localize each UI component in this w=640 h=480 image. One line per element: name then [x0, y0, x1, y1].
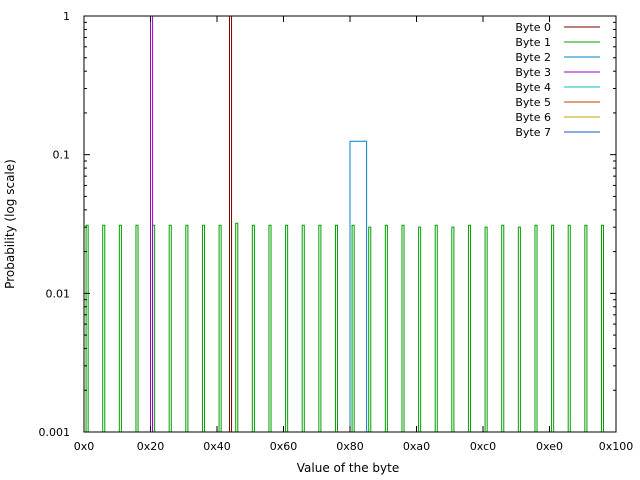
- series-1-mark-23: [467, 224, 472, 432]
- legend-label-3: Byte 3: [515, 66, 551, 79]
- series-1-mark-6: [185, 224, 189, 432]
- series-1-mark-8: [218, 224, 222, 432]
- series-1-mark-15: [334, 224, 339, 432]
- series-1-mark-9: [235, 222, 239, 432]
- x-axis-label: Value of the byte: [297, 461, 399, 475]
- series-1-mark-10: [251, 224, 255, 432]
- series-1-mark-12: [285, 224, 289, 432]
- y-tick-label-2: 0.1: [53, 149, 71, 162]
- series-3-mark-0: [150, 15, 154, 432]
- series-1-mark-14: [318, 224, 322, 432]
- series-1-mark-22: [451, 226, 455, 432]
- series-1-mark-29: [567, 224, 571, 432]
- x-tick-label-5: 0xa0: [403, 440, 430, 453]
- series-1-mark-25: [501, 224, 505, 432]
- series-1-mark-18: [384, 224, 388, 432]
- series-1-mark-7: [201, 224, 206, 432]
- series-1-mark-19: [401, 224, 405, 432]
- y-axis-label: Probability (log scale): [3, 159, 17, 289]
- series-1-mark-31: [600, 224, 605, 432]
- series-1-mark-26: [517, 226, 521, 432]
- x-tick-label-8: 0x100: [599, 440, 634, 453]
- legend-label-7: Byte 7: [515, 126, 551, 139]
- x-tick-label-2: 0x40: [203, 440, 231, 453]
- x-tick-label-6: 0xc0: [470, 440, 496, 453]
- series-2-mark-0: [349, 140, 368, 432]
- series-1-mark-30: [584, 224, 588, 432]
- y-tick-label-3: 1: [63, 10, 70, 23]
- series-0-mark-0: [228, 15, 233, 432]
- y-tick-label-0: 0.001: [39, 426, 71, 439]
- series-1-mark-0: [85, 224, 89, 432]
- plot-marks: [85, 15, 605, 432]
- series-1-mark-13: [301, 224, 305, 432]
- x-tick-label-4: 0x80: [336, 440, 364, 453]
- axis-ticks: 0x0 0x20 0x40 0x60 0x80 0xa0 0xc0 0xe0 0x100 0.00…: [39, 10, 634, 453]
- series-1-mark-5: [168, 224, 172, 432]
- series-1-mark-11: [268, 224, 272, 432]
- legend-label-1: Byte 1: [515, 36, 551, 49]
- series-1-mark-16: [351, 224, 355, 432]
- legend-label-4: Byte 4: [515, 81, 551, 94]
- series-1-mark-28: [551, 224, 555, 432]
- legend-label-0: Byte 0: [515, 21, 551, 34]
- series-1-mark-20: [418, 226, 422, 432]
- series-1-mark-1: [102, 224, 106, 432]
- x-tick-label-3: 0x60: [270, 440, 298, 453]
- series-1-mark-27: [534, 224, 538, 432]
- series-1-mark-21: [434, 224, 438, 432]
- x-tick-label-7: 0xe0: [536, 440, 563, 453]
- series-1-mark-24: [484, 226, 488, 432]
- series-1-mark-3: [135, 224, 139, 432]
- x-tick-label-1: 0x20: [137, 440, 165, 453]
- series-1-mark-2: [118, 224, 122, 432]
- series-1-mark-17: [368, 226, 372, 432]
- x-tick-label-0: 0x0: [74, 440, 95, 453]
- legend-label-6: Byte 6: [515, 111, 551, 124]
- legend: Byte 0 Byte 1 Byte 2 Byte 3 Byte 4 Byte 5 Byte…: [515, 21, 600, 139]
- legend-label-2: Byte 2: [515, 51, 551, 64]
- legend-label-5: Byte 5: [515, 96, 551, 109]
- y-tick-label-1: 0.01: [46, 287, 71, 300]
